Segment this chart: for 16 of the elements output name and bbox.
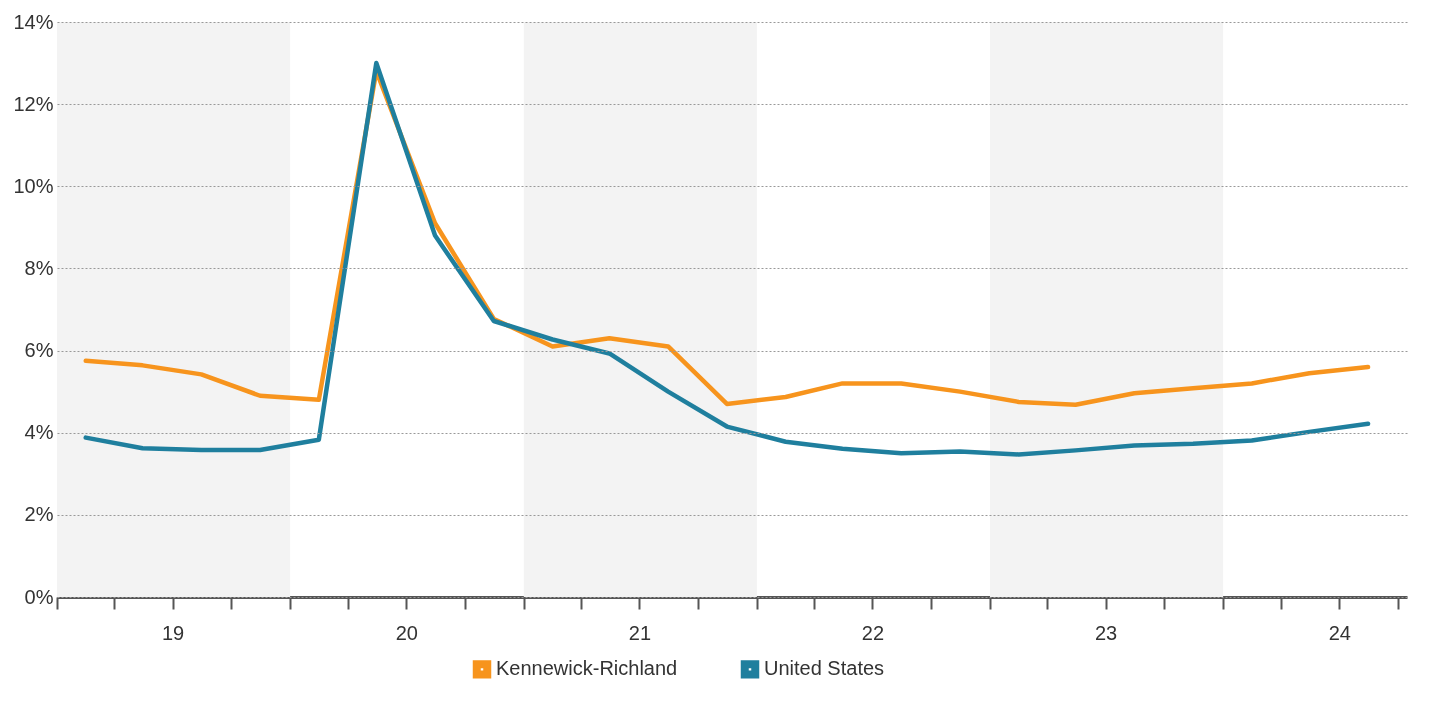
x-tick-label: 20 [395, 621, 418, 644]
legend-label: United States [764, 657, 885, 680]
x-tick-label: 21 [628, 621, 652, 644]
legend-label: Kennewick-Richland [496, 657, 678, 680]
y-tick-label: 0% [24, 585, 54, 608]
x-tick-label: 24 [1328, 621, 1351, 644]
y-tick-label: 6% [24, 339, 54, 362]
y-tick-label: 4% [24, 421, 54, 444]
x-tick-label: 22 [861, 621, 885, 644]
y-tick-label: 8% [24, 256, 54, 279]
y-tick-label: 10% [13, 174, 54, 197]
y-tick-label: 12% [13, 92, 54, 115]
x-tick-label: 19 [161, 621, 185, 644]
x-tick-label: 23 [1094, 621, 1118, 644]
y-tick-label: 2% [24, 503, 54, 526]
y-tick-label: 14% [13, 10, 54, 33]
